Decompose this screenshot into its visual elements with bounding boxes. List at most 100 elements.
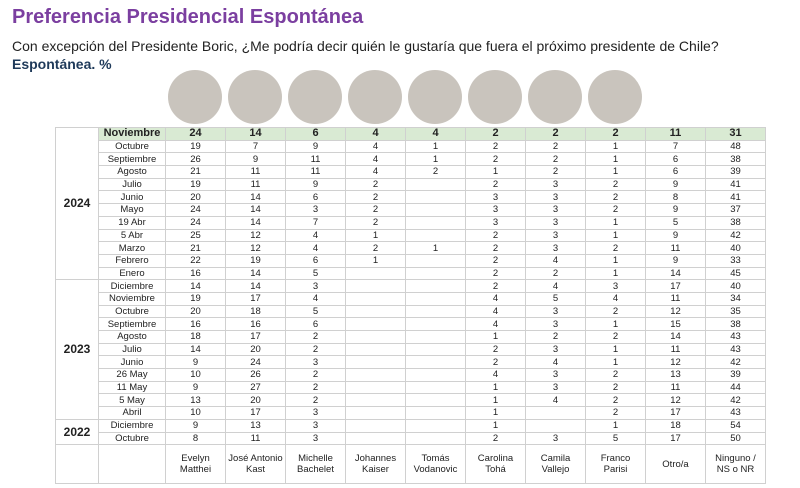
cell: 9 — [285, 177, 346, 192]
header-row: Evelyn Matthei José Antonio Kast Michelle … — [55, 444, 766, 485]
year-cell: 2022 — [55, 418, 99, 446]
cell: 2 — [585, 304, 646, 319]
cell: 1 — [465, 418, 526, 433]
cell — [405, 266, 466, 281]
cell: 2 — [585, 127, 646, 141]
cell — [405, 190, 466, 205]
cell — [345, 330, 406, 344]
cell: 42 — [705, 228, 766, 243]
cell: 1 — [465, 330, 526, 344]
cell: 1 — [585, 253, 646, 268]
cell: 2 — [345, 215, 406, 230]
cell: 9 — [645, 228, 706, 243]
cell: 14 — [225, 190, 286, 205]
cell — [405, 355, 466, 370]
cell: 3 — [525, 228, 586, 243]
cell — [405, 317, 466, 331]
cell: 18 — [165, 330, 226, 344]
column-name: Johannes Kaiser — [345, 444, 406, 485]
cell: 2 — [345, 241, 406, 255]
cell — [345, 317, 406, 331]
column-name: Ninguno / NS o NR — [705, 444, 766, 485]
cell: 2 — [525, 266, 586, 281]
cell: 2 — [405, 165, 466, 179]
cell: 17 — [645, 279, 706, 293]
photo — [528, 70, 582, 124]
row: Agosto 21 11 11 4 2 1 2 1 6 39 — [56, 165, 766, 179]
cell: 11 — [225, 165, 286, 179]
column-name: José Antonio Kast — [225, 444, 286, 485]
cell: 2 — [585, 177, 646, 192]
cell — [345, 291, 406, 306]
cell: 40 — [705, 241, 766, 255]
cell: 1 — [585, 317, 646, 331]
cell: 1 — [345, 228, 406, 243]
cell — [405, 380, 466, 395]
cell: 2 — [465, 279, 526, 293]
cell: 27 — [225, 380, 286, 395]
cell: 1 — [465, 380, 526, 395]
cell: 11 — [645, 127, 706, 141]
cell — [405, 418, 466, 433]
cell: 19 — [165, 291, 226, 306]
column-name: Evelyn Matthei — [165, 444, 226, 485]
cell: 2 — [525, 330, 586, 344]
cell: 2 — [585, 241, 646, 255]
cell: 38 — [705, 317, 766, 331]
cell: 2 — [345, 203, 406, 217]
row: 5 Abr 25 12 4 1 2 3 1 9 42 — [56, 228, 766, 243]
cell: 11 — [285, 165, 346, 179]
column-name: Michelle Bachelet — [285, 444, 346, 485]
row: 19 Abr 24 14 7 2 3 3 1 5 38 — [56, 215, 766, 230]
cell: 54 — [705, 418, 766, 433]
cell: 12 — [645, 304, 706, 319]
cell: 2 — [465, 228, 526, 243]
cell: 2 — [465, 253, 526, 268]
cell: 3 — [285, 431, 346, 446]
cell: 42 — [705, 393, 766, 408]
cell: 2 — [585, 406, 646, 420]
title: Preferencia Presidencial Espontánea — [12, 6, 364, 28]
cell: 4 — [525, 279, 586, 293]
cell: 24 — [165, 203, 226, 217]
row-label: 11 May — [98, 380, 166, 395]
cell: 25 — [165, 228, 226, 243]
cell: 3 — [525, 241, 586, 255]
cell: 35 — [705, 304, 766, 319]
row: Septiembre 26 9 11 4 1 2 2 1 6 38 — [56, 152, 766, 167]
cell: 1 — [345, 253, 406, 268]
photo — [348, 70, 402, 124]
row: Octubre 20 18 5 4 3 2 12 35 — [56, 304, 766, 319]
cell: 21 — [165, 165, 226, 179]
cell — [405, 368, 466, 382]
cell: 1 — [585, 139, 646, 154]
row-label: Noviembre — [98, 127, 166, 141]
cell — [345, 342, 406, 357]
cell — [405, 304, 466, 319]
cell: 13 — [645, 368, 706, 382]
cell: 8 — [165, 431, 226, 446]
cell — [405, 431, 466, 446]
cell: 5 — [585, 431, 646, 446]
cell: 4 — [525, 253, 586, 268]
row: Julio 19 11 9 2 2 3 2 9 41 — [56, 177, 766, 192]
cell: 11 — [645, 342, 706, 357]
cell — [405, 228, 466, 243]
cell: 14 — [645, 266, 706, 281]
cell: 19 — [225, 253, 286, 268]
row: Noviembre 19 17 4 4 5 4 11 34 — [56, 291, 766, 306]
cell: 2 — [525, 152, 586, 167]
cell: 2 — [585, 330, 646, 344]
cell: 12 — [645, 393, 706, 408]
row-label: Diciembre — [98, 279, 166, 293]
cell: 2 — [285, 368, 346, 382]
cell — [345, 418, 406, 433]
cell: 19 — [165, 139, 226, 154]
cell — [345, 431, 406, 446]
row-label: Abril — [98, 406, 166, 420]
cell — [405, 330, 466, 344]
cell — [98, 444, 166, 485]
cell: 41 — [705, 177, 766, 192]
row-label: Octubre — [98, 304, 166, 319]
